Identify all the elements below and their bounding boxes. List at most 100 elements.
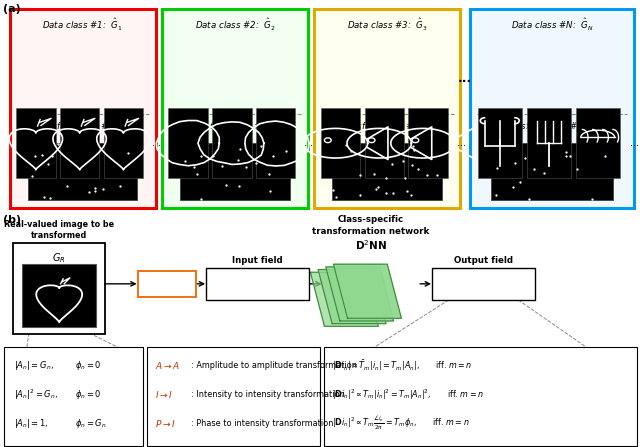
Point (45, 194, 55, 202)
Point (268, 152, 278, 160)
Bar (256, 108, 296, 178)
Point (540, 169, 550, 176)
Point (189, 163, 200, 170)
Text: : Intensity to intensity transformation: : Intensity to intensity transformation (191, 390, 345, 399)
Point (62, 182, 72, 189)
Bar (365, 108, 404, 178)
Point (491, 191, 501, 198)
Point (250, 159, 260, 166)
Point (564, 153, 575, 160)
Point (233, 157, 243, 164)
Text: $A \rightarrow A$: $A \rightarrow A$ (155, 360, 180, 371)
Point (235, 146, 245, 153)
Text: ...: ... (630, 138, 639, 148)
FancyBboxPatch shape (206, 268, 309, 300)
Bar (60, 108, 99, 178)
Text: Data class #3:  $\hat{G}_3$: Data class #3: $\hat{G}_3$ (347, 17, 428, 33)
Polygon shape (326, 267, 394, 321)
Bar (491, 143, 613, 200)
Point (256, 142, 266, 149)
Point (561, 152, 571, 160)
Text: $\phi_n = G_n$: $\phi_n = G_n$ (75, 417, 106, 430)
Point (115, 182, 125, 190)
Point (234, 182, 244, 189)
Bar (16, 108, 56, 178)
Text: Transformation #2:  $\hat{T}_2$: Transformation #2: $\hat{T}_2$ (184, 118, 285, 134)
FancyBboxPatch shape (10, 9, 156, 208)
FancyBboxPatch shape (138, 271, 196, 297)
Text: ...: ... (304, 138, 313, 148)
Point (42, 160, 52, 168)
Point (84, 189, 94, 196)
Text: : Amplitude to amplitude transformation: : Amplitude to amplitude transformation (191, 361, 357, 370)
FancyBboxPatch shape (470, 9, 634, 208)
Point (422, 171, 432, 178)
Point (369, 170, 379, 177)
Text: $|A_n|^2 = G_n,$: $|A_n|^2 = G_n,$ (14, 388, 58, 402)
Text: Output field: Output field (454, 256, 513, 265)
Text: $|A_n| = G_n,$: $|A_n| = G_n,$ (14, 359, 54, 372)
Point (53, 140, 63, 147)
Text: $|\mathbf{D}i_n|^2 \propto T_m|i_n|^2 = T_m|A_n|^2,$      iff. $m=n$: $|\mathbf{D}i_n|^2 \propto T_m|i_n|^2 = … (332, 388, 484, 402)
FancyBboxPatch shape (147, 347, 320, 446)
Point (264, 170, 274, 177)
Bar (408, 108, 448, 178)
Point (520, 154, 530, 161)
Polygon shape (318, 270, 386, 324)
Bar (477, 108, 522, 178)
Text: $|A_n| = 1,$: $|A_n| = 1,$ (14, 417, 49, 430)
Text: Data class #2:  $\hat{G}_2$: Data class #2: $\hat{G}_2$ (195, 17, 275, 33)
FancyBboxPatch shape (13, 243, 105, 333)
FancyBboxPatch shape (314, 9, 460, 208)
Point (373, 184, 383, 191)
Text: Data class #N:  $\hat{G}_N$: Data class #N: $\hat{G}_N$ (511, 17, 593, 33)
Bar (22, 264, 96, 327)
Bar (168, 108, 208, 178)
Point (561, 149, 572, 156)
Point (529, 165, 539, 173)
Point (37, 152, 47, 159)
Point (409, 147, 419, 154)
FancyBboxPatch shape (324, 347, 637, 446)
Text: Transformation #1:  $\hat{T}_1$: Transformation #1: $\hat{T}_1$ (32, 118, 133, 134)
Point (195, 152, 205, 160)
Point (241, 163, 251, 170)
Text: Transformation #N:  $\hat{T}_N$: Transformation #N: $\hat{T}_N$ (500, 118, 604, 134)
Bar (212, 108, 252, 178)
Point (587, 196, 597, 203)
Text: $G_R$: $G_R$ (52, 251, 66, 265)
FancyBboxPatch shape (432, 268, 535, 300)
Point (400, 174, 410, 181)
FancyBboxPatch shape (162, 9, 308, 208)
Point (281, 147, 291, 154)
FancyBboxPatch shape (4, 347, 143, 446)
Text: $I \rightarrow I$: $I \rightarrow I$ (155, 389, 173, 400)
Point (346, 147, 356, 154)
Text: ...: ... (152, 138, 161, 148)
Point (492, 164, 502, 172)
Text: Encoding: Encoding (141, 279, 192, 289)
Point (572, 165, 582, 172)
Point (98, 186, 108, 193)
Point (413, 165, 424, 173)
Text: $\phi_n = 0$: $\phi_n = 0$ (75, 388, 101, 401)
Bar (104, 108, 143, 178)
Text: : Phase to intensity transformation: : Phase to intensity transformation (191, 419, 334, 428)
Text: $\phi_n = 0$: $\phi_n = 0$ (75, 359, 101, 372)
Point (221, 181, 231, 188)
Point (207, 153, 218, 160)
Point (26, 173, 36, 180)
Point (402, 187, 412, 194)
Bar (333, 143, 442, 200)
Text: Input field: Input field (232, 256, 283, 265)
Text: Data class #1:  $\hat{G}_1$: Data class #1: $\hat{G}_1$ (42, 17, 123, 33)
Point (371, 186, 381, 193)
Point (600, 152, 610, 160)
Bar (527, 108, 571, 178)
Point (387, 160, 397, 167)
Text: ...: ... (458, 72, 472, 85)
Text: $i_n = |A_n|e^{j2\pi\phi_n}$: $i_n = |A_n|e^{j2\pi\phi_n}$ (226, 276, 289, 292)
Point (38, 194, 49, 201)
Point (524, 196, 534, 203)
Text: $\mathbf{D}i_n \triangleq D^2NN\{i_n\}$: $\mathbf{D}i_n \triangleq D^2NN\{i_n\}$ (447, 277, 520, 291)
